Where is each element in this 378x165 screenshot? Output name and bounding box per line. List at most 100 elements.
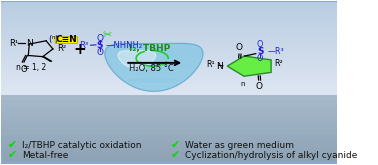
Bar <box>1 16 337 17</box>
Bar <box>1 77 337 78</box>
Bar <box>1 14 337 16</box>
Bar <box>1 76 337 77</box>
Bar <box>1 93 337 95</box>
Bar <box>1 65 337 66</box>
Text: ✔: ✔ <box>8 140 17 150</box>
Text: I₂/TBHP catalytic oxidation: I₂/TBHP catalytic oxidation <box>22 141 141 150</box>
Bar <box>1 32 337 33</box>
Bar <box>1 103 337 104</box>
Bar <box>1 12 337 13</box>
Bar <box>1 98 337 99</box>
Bar <box>1 126 337 128</box>
Text: O: O <box>21 65 27 73</box>
Bar <box>1 51 337 52</box>
Bar <box>1 55 337 57</box>
Bar <box>1 123 337 125</box>
Bar <box>1 151 337 152</box>
Bar <box>1 21 337 22</box>
Bar <box>1 147 337 148</box>
Bar <box>1 144 337 145</box>
Bar <box>1 136 337 137</box>
Bar <box>1 137 337 138</box>
Text: O: O <box>257 40 263 49</box>
Polygon shape <box>227 56 271 76</box>
Bar <box>1 88 337 89</box>
Bar <box>1 58 337 59</box>
Bar <box>1 31 337 32</box>
Bar <box>1 111 337 113</box>
Bar <box>1 25 337 27</box>
Bar <box>1 2 337 3</box>
Bar <box>1 160 337 162</box>
Bar <box>1 9 337 10</box>
Text: R³: R³ <box>79 41 88 50</box>
Bar <box>1 121 337 123</box>
Bar <box>1 46 337 47</box>
Text: Cyclization/hydrolysis of alkyl cyanide: Cyclization/hydrolysis of alkyl cyanide <box>185 151 358 160</box>
Bar <box>1 100 337 102</box>
Polygon shape <box>118 50 156 69</box>
Bar <box>1 18 337 20</box>
Bar <box>1 70 337 72</box>
Polygon shape <box>105 43 203 91</box>
Bar <box>1 108 337 110</box>
Bar <box>1 117 337 118</box>
Text: ✂: ✂ <box>102 30 112 40</box>
Bar <box>1 143 337 144</box>
Bar <box>1 27 337 28</box>
Bar <box>1 141 337 143</box>
Text: S: S <box>97 41 103 50</box>
Text: O: O <box>255 82 262 91</box>
Bar <box>1 67 337 69</box>
Polygon shape <box>105 43 203 91</box>
Bar <box>1 57 337 58</box>
Bar <box>1 85 337 87</box>
Bar <box>1 100 337 102</box>
Bar <box>1 47 337 48</box>
Bar <box>1 6 337 8</box>
Text: n: n <box>51 35 55 40</box>
Bar <box>1 52 337 54</box>
Bar <box>1 82 337 84</box>
Text: (: ( <box>48 35 51 44</box>
Bar <box>1 35 337 36</box>
Bar <box>1 74 337 76</box>
Bar <box>1 96 337 98</box>
Bar <box>1 104 337 106</box>
Text: Metal-free: Metal-free <box>22 151 68 160</box>
Bar <box>1 59 337 61</box>
Bar <box>1 133 337 134</box>
Text: C≡N: C≡N <box>56 35 77 44</box>
Bar <box>1 125 337 126</box>
Text: S: S <box>257 47 263 56</box>
Bar <box>1 156 337 157</box>
Bar <box>1 1 337 2</box>
Bar <box>1 78 337 80</box>
Bar <box>1 36 337 37</box>
Bar <box>1 80 337 81</box>
Bar <box>1 140 337 141</box>
Bar <box>1 106 337 107</box>
Bar <box>1 50 337 51</box>
Bar <box>1 102 337 103</box>
Ellipse shape <box>128 79 180 82</box>
Text: n: n <box>240 81 245 87</box>
Bar <box>1 33 337 35</box>
Bar <box>1 61 337 62</box>
Text: O: O <box>96 34 104 43</box>
Bar <box>1 24 337 25</box>
Bar <box>1 62 337 63</box>
Bar <box>1 152 337 153</box>
Bar <box>1 84 337 85</box>
Bar <box>1 20 337 21</box>
Text: R²: R² <box>274 59 283 68</box>
Text: ✔: ✔ <box>171 150 180 160</box>
Bar <box>1 118 337 119</box>
Bar <box>1 54 337 55</box>
Bar <box>1 8 337 9</box>
Bar <box>1 48 337 50</box>
Text: R¹: R¹ <box>9 39 19 48</box>
Bar <box>1 110 337 112</box>
Text: N: N <box>217 62 223 71</box>
Bar <box>1 119 337 121</box>
